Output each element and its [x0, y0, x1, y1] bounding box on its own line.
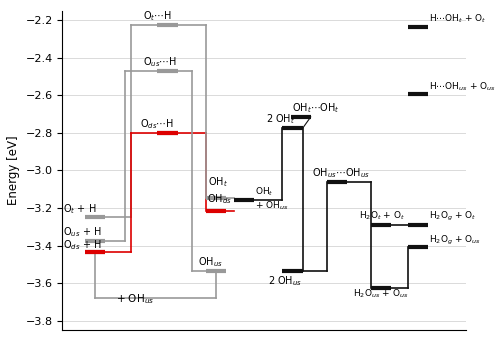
- Text: H$\cdots$OH$_t$ + O$_t$: H$\cdots$OH$_t$ + O$_t$: [429, 12, 486, 25]
- Text: H$\cdots$OH$_{us}$ + O$_{us}$: H$\cdots$OH$_{us}$ + O$_{us}$: [429, 80, 496, 93]
- Text: 2 OH$_{us}$: 2 OH$_{us}$: [268, 275, 302, 288]
- Text: OH$_t$$\cdots$OH$_t$: OH$_t$$\cdots$OH$_t$: [292, 101, 340, 115]
- Text: 2 OH$_t$: 2 OH$_t$: [266, 113, 296, 126]
- Text: H$_2$O$_g$ + O$_t$: H$_2$O$_g$ + O$_t$: [429, 210, 477, 223]
- Text: H$_2$O$_{us}$ + O$_{us}$: H$_2$O$_{us}$ + O$_{us}$: [353, 288, 409, 300]
- Text: O$_{us}$ + H: O$_{us}$ + H: [64, 225, 102, 239]
- Text: O$_{ds}$ + H: O$_{ds}$ + H: [64, 238, 102, 252]
- Y-axis label: Energy [eV]: Energy [eV]: [7, 135, 20, 205]
- Text: OH$_{ds}$: OH$_{ds}$: [207, 192, 232, 206]
- Text: OH$_{us}$$\cdots$OH$_{us}$: OH$_{us}$$\cdots$OH$_{us}$: [312, 166, 370, 180]
- Text: OH$_t$: OH$_t$: [208, 176, 228, 189]
- Text: O$_{ds}$$\cdots$H: O$_{ds}$$\cdots$H: [140, 117, 174, 131]
- Text: H$_2$O$_t$ + O$_t$: H$_2$O$_t$ + O$_t$: [359, 210, 405, 222]
- Text: OH$_t$
+ OH$_{us}$: OH$_t$ + OH$_{us}$: [256, 185, 289, 212]
- Text: O$_t$ + H: O$_t$ + H: [64, 202, 97, 215]
- Text: O$_{us}$$\cdots$H: O$_{us}$$\cdots$H: [143, 55, 177, 69]
- Text: H$_2$O$_g$ + O$_{us}$: H$_2$O$_g$ + O$_{us}$: [429, 234, 481, 247]
- Text: O$_t$$\cdots$H: O$_t$$\cdots$H: [143, 9, 172, 23]
- Text: + OH$_{us}$: + OH$_{us}$: [116, 292, 154, 306]
- Text: OH$_{us}$: OH$_{us}$: [198, 255, 222, 269]
